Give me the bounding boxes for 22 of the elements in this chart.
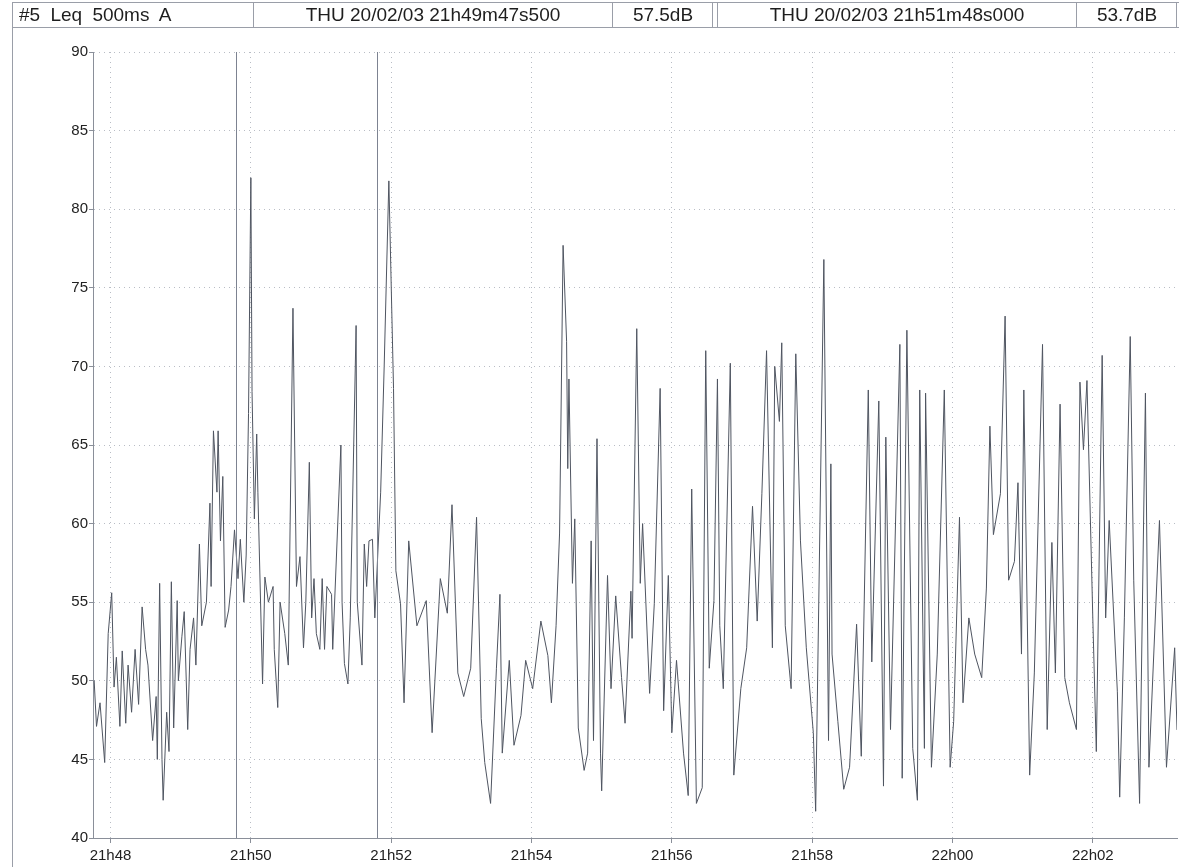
y-tick-label: 60: [71, 513, 88, 531]
y-tick-label: 40: [71, 828, 88, 846]
chart-title: #5 Leq 500ms A: [19, 3, 172, 27]
y-tick-label: 85: [71, 120, 88, 138]
x-tick-label: 22h02: [1071, 846, 1114, 864]
x-tick-label: 21h52: [370, 846, 413, 864]
x-tick-label: 21h58: [791, 846, 834, 864]
y-tick-label: 45: [71, 749, 88, 767]
readout-field: THU 20/02/03 21h51m48s000 53.7dB: [717, 2, 1177, 28]
x-tick-label: 21h56: [650, 846, 693, 864]
readout-field: THU 20/02/03 21h49m47s500 57.5dB: [253, 2, 713, 28]
x-tick-label: 22h00: [931, 846, 974, 864]
y-tick-label: 50: [71, 670, 88, 688]
x-tick-label: 21h48: [89, 846, 132, 864]
y-tick-label: 75: [71, 277, 88, 295]
y-tick-label: 55: [71, 592, 88, 610]
x-tick-label: 21h50: [230, 846, 272, 864]
y-tick-label: 70: [71, 356, 88, 374]
x-tick-label: 21h54: [510, 846, 553, 864]
y-tick-label: 90: [71, 42, 88, 60]
y-tick-label: 80: [71, 199, 88, 217]
y-tick-label: 65: [71, 435, 88, 453]
